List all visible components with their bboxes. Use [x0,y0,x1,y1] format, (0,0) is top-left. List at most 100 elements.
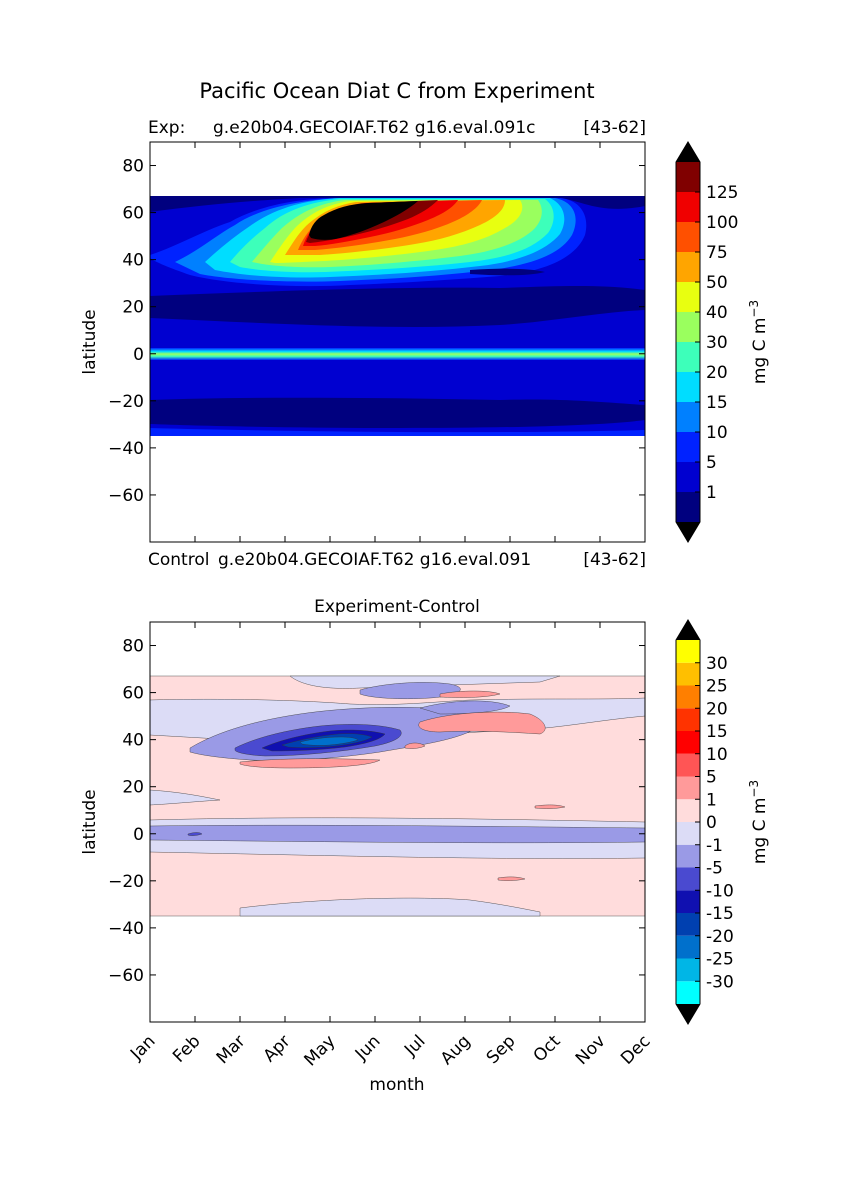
top-colorbar-tick-label: 40 [706,303,728,323]
top-colorbar-tick-label: 30 [706,333,728,353]
bottom-strong-core [299,736,359,746]
bottom-y-tick-label: −20 [108,872,144,892]
top-colorbar-segment [676,402,700,432]
bottom-panel-title: Experiment-Control [314,597,480,617]
bottom-colorbar-segment [676,753,700,777]
top-y-tick-label: −60 [108,486,144,506]
bottom-colorbar-segment [676,708,700,731]
bottom-y-axis-label: latitude [80,789,100,854]
top-field-dark-subtrop [150,286,645,328]
bottom-pos-south-bloom [239,758,381,769]
bottom-colorbar-segment [676,867,700,891]
top-label-right: [43-62] [583,118,646,138]
bottom-colorbar-segment [676,799,700,822]
bottom-colorbar-segment [676,640,700,663]
bottom-colorbar-label: mg C m−3 [747,780,770,864]
top-y-axis: 80 60 40 20 0 −20 −40 −60 [108,157,645,506]
figure-title: Pacific Ocean Diat C from Experiment [199,79,594,103]
top-colorbar-segment [676,282,700,312]
bottom-colorbar-segment [676,776,700,800]
top-colorbar-segment [676,192,700,222]
top-colorbar-tick-label: 100 [706,213,738,233]
bottom-y-tick-label: 0 [133,825,144,845]
bottom-colorbar-segment [676,958,700,982]
bottom-pale-south [239,897,541,917]
top-field-dark-north [150,196,645,212]
top-colorbar-label-exp: −3 [747,300,761,318]
bottom-colorbar-tick-label: 0 [706,813,717,833]
top-y-tick-label: −40 [108,439,144,459]
bottom-x-tick-label: Dec [617,1031,654,1068]
bottom-colorbar-label-text: mg C m [750,798,770,865]
bottom-colorbar-tick-label: -10 [706,881,734,901]
top-colorbar-tick-label: 125 [706,183,738,203]
top-field-equator [150,348,645,360]
bottom-pos-ne [418,711,546,735]
top-field-dark-south [150,397,645,428]
bottom-colorbar-segment [676,662,700,686]
bottom-mid-ne [419,700,511,715]
bottom-colorbar-label-exp: −3 [747,780,761,798]
bottom-colorbar-tick-label: -30 [706,972,734,992]
bottom-y-tick-label: 60 [122,684,144,704]
top-colorbar-under [676,522,700,542]
bottom-label-right: [43-62] [583,550,646,570]
bottom-colorbar-tick-label: -1 [706,836,723,856]
bottom-label-left: Control [148,550,209,570]
bottom-x-tick-label: Sep [483,1031,520,1068]
top-y-tick-label: 20 [122,298,144,318]
bottom-colorbar-segment [676,935,700,959]
bottom-y-axis: 80 60 40 20 0 −20 −40 −60 [108,637,645,986]
top-colorbar-tick-label: 5 [706,453,717,473]
top-colorbar-label-text: mg C m [750,318,770,385]
bottom-colorbar-segment [676,731,700,754]
top-x-axis [149,142,646,542]
top-colorbar-over [676,142,700,162]
bottom-colorbar-segment [676,890,700,913]
bottom-y-tick-label: 80 [122,637,144,657]
top-y-tick-label: 0 [133,345,144,365]
bottom-colorbar-under [676,1004,700,1024]
bottom-field [150,675,645,917]
bottom-colorbar-tick-label: -15 [706,904,734,924]
bottom-colorbar-tick-label: -25 [706,950,734,970]
top-colorbar-frame [675,141,701,543]
top-field-blue-south [150,428,645,436]
top-field [150,196,645,436]
bottom-pos-mid [404,742,426,749]
top-y-axis-label: latitude [80,309,100,374]
bottom-x-tick-label: Aug [437,1031,475,1069]
top-colorbar-tick-label: 20 [706,363,728,383]
top-colorbar: 125 100 75 50 40 30 20 15 10 5 1 [675,141,738,543]
top-colorbar-segment [676,342,700,372]
bottom-pos-s [497,876,526,881]
bottom-colorbar-tick-label: 30 [706,654,728,674]
top-label-center: g.e20b04.GECOIAF.T62 g16.eval.091c [213,118,535,138]
bottom-colorbar-tick-label: 25 [706,677,728,697]
bottom-label-center: g.e20b04.GECOIAF.T62 g16.eval.091 [218,550,531,570]
bottom-x-tick-label: Apr [260,1031,295,1066]
bottom-axes-frame [149,621,646,1023]
bottom-y-tick-label: −40 [108,919,144,939]
bottom-x-tick-label: Nov [572,1031,610,1069]
bottom-x-tick-label: Oct [530,1031,565,1066]
top-colorbar-segment [676,222,700,252]
bottom-x-tick-label: Jan [126,1031,159,1064]
bottom-pale-west [150,789,221,806]
top-y-tick-label: 60 [122,204,144,224]
top-colorbar-segment [676,372,700,402]
bottom-colorbar-tick-label: -5 [706,859,723,879]
bottom-x-tick-label: Feb [169,1031,204,1066]
top-colorbar-tick-label: 75 [706,243,728,263]
bottom-pos-e [534,804,566,809]
top-axes-frame [149,141,646,543]
top-colorbar-tick-label: 10 [706,423,728,443]
bottom-x-axis-label: month [369,1075,424,1095]
bottom-colorbar-segment [676,844,700,868]
bottom-colorbar-tick-label: 10 [706,745,728,765]
bottom-colorbar-tick-label: 15 [706,722,728,742]
top-colorbar-segment [676,432,700,462]
top-colorbar-segment [676,162,700,192]
